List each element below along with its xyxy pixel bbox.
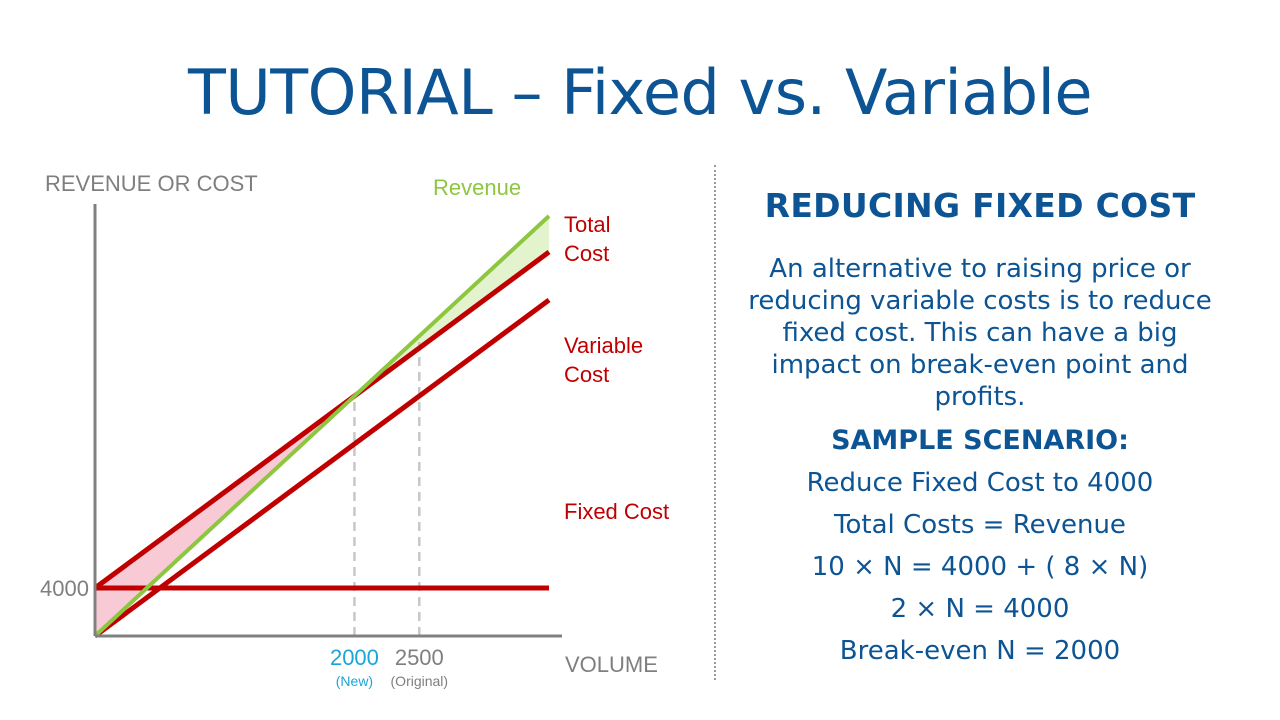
series-line-revenue: [93, 214, 551, 638]
x-marker-label: 2500: [395, 645, 444, 670]
x-marker-label: 2000: [330, 645, 379, 670]
explanation-panel: REDUCING FIXED COST An alternative to ra…: [735, 180, 1225, 666]
series-label: Variable: [564, 333, 643, 358]
slide-title: TUTORIAL – Fixed vs. Variable: [188, 56, 1092, 129]
x-marker-sublabel: (New): [336, 673, 373, 689]
series-label: Cost: [564, 362, 609, 387]
scenario-heading: SAMPLE SCENARIO:: [831, 425, 1129, 456]
series-label: Revenue: [433, 175, 521, 200]
series-line-total-cost: [93, 249, 551, 591]
scenario-line: 2 × N = 4000: [890, 594, 1070, 624]
x-axis-label: VOLUME: [565, 652, 658, 677]
series-label: Fixed Cost: [564, 499, 669, 524]
panel-heading: REDUCING FIXED COST: [764, 186, 1196, 225]
y-axis-label: REVENUE OR COST: [45, 171, 258, 196]
scenario-line: Break-even N = 2000: [839, 636, 1121, 666]
series-line-variable-cost: [93, 297, 551, 639]
scenario-line: 10 × N = 4000 + ( 8 × N): [811, 552, 1149, 582]
series-label: Cost: [564, 241, 609, 266]
panel-body-text: An alternative to raising price or reduc…: [748, 254, 1212, 412]
series-label: Total: [564, 212, 610, 237]
scenario-line: Reduce Fixed Cost to 4000: [806, 468, 1154, 498]
y-tick-label: 4000: [40, 576, 89, 601]
break-even-chart: 2000 (New) 2500 (Original) REVENUE OR COST VO…: [40, 171, 669, 689]
scenario-line: Total Costs = Revenue: [834, 510, 1126, 540]
section-divider: [714, 165, 716, 680]
x-marker-sublabel: (Original): [391, 673, 449, 689]
